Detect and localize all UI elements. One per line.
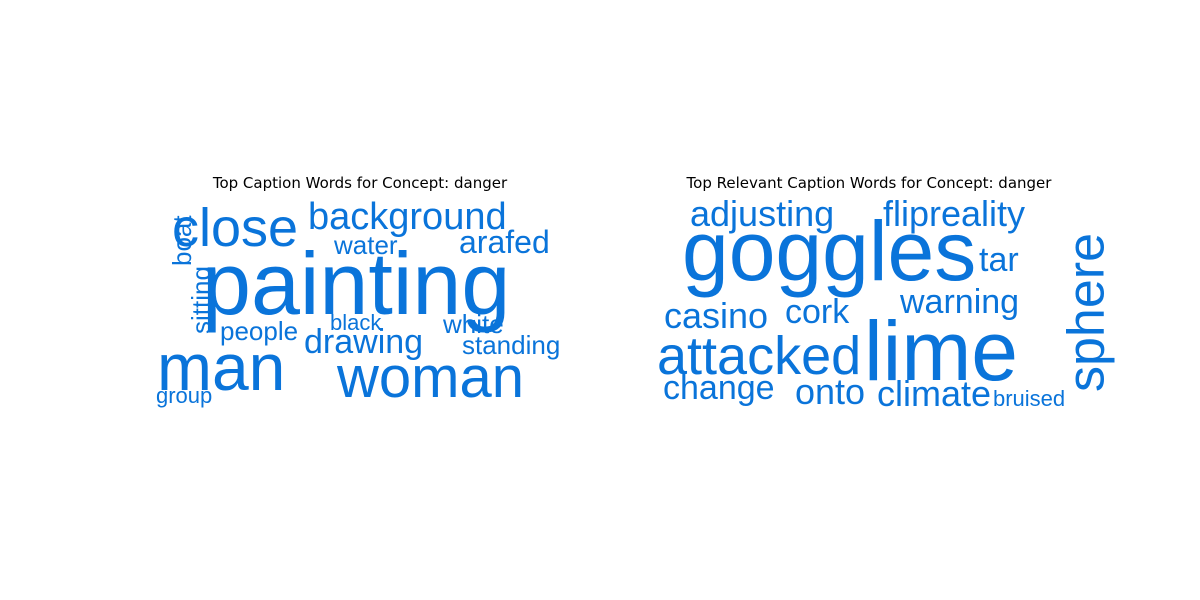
word-sitting: sitting [186,266,216,334]
word-arafed: arafed [459,224,550,260]
word-bruised: bruised [993,386,1065,411]
word-water: water [333,230,398,260]
word-painting: painting [202,234,510,333]
word-attacked: attacked [657,326,861,386]
word-group: group [156,383,212,408]
word-black: black [330,310,382,335]
word-boat: boat [167,215,197,266]
word-close: close [172,198,298,258]
word-background: background [308,196,507,238]
word-man: man [157,330,285,404]
word-flipreality: flipreality [883,193,1025,234]
word-cloud-title: Top Relevant Caption Words for Concept: … [686,174,1052,192]
word-onto: onto [795,371,865,412]
word-tar: tar [979,241,1019,279]
word-cloud-panel-left: Top Caption Words for Concept: danger pa… [150,0,570,600]
word-lime: lime [864,304,1018,398]
word-casino: casino [664,295,768,336]
word-climate: climate [877,373,991,414]
word-adjusting: adjusting [690,193,834,234]
word-people: people [220,316,298,346]
word-standing: standing [462,330,560,360]
word-cloud-panel-right: Top Relevant Caption Words for Concept: … [655,0,1116,600]
word-cloud-title: Top Caption Words for Concept: danger [212,174,508,192]
word-warning: warning [899,283,1019,321]
word-goggles: goggles [682,204,976,298]
word-drawing: drawing [304,323,423,361]
word-white: white [442,309,504,339]
word-woman: woman [336,345,524,410]
word-sphere: sphere [1058,233,1116,392]
word-change: change [663,369,775,407]
word-cork: cork [785,293,850,331]
